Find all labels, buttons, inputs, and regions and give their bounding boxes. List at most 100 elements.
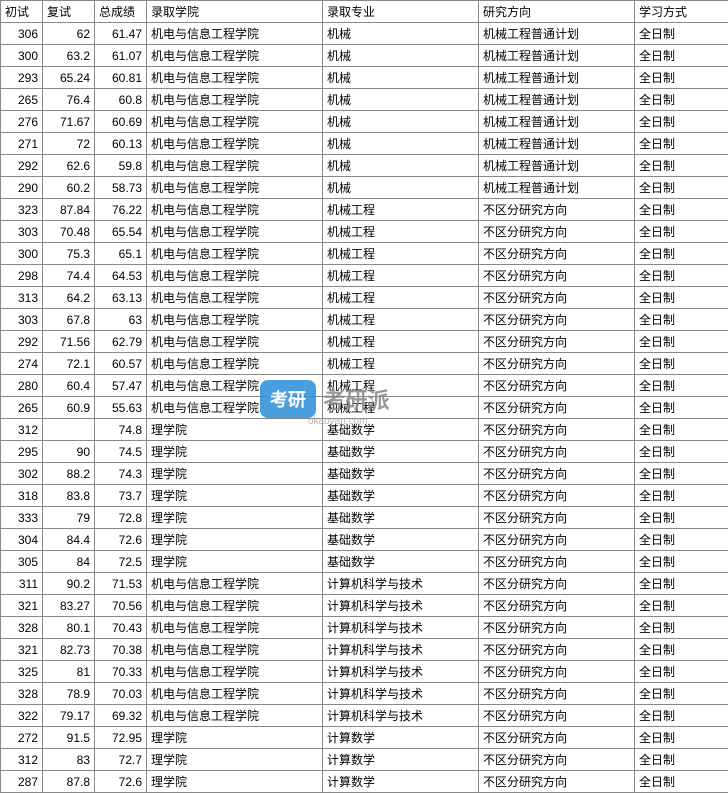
cell-retest: 70.48 (43, 221, 95, 243)
cell-prelim: 292 (1, 331, 43, 353)
cell-mode: 全日制 (635, 463, 728, 485)
cell-major: 机械工程 (323, 397, 479, 419)
header-total: 总成绩 (95, 1, 147, 23)
table-row: 26576.460.8机电与信息工程学院机械机械工程普通计划全日制 (1, 89, 728, 111)
cell-retest: 63.2 (43, 45, 95, 67)
cell-total: 72.95 (95, 727, 147, 749)
cell-major: 机械 (323, 177, 479, 199)
cell-retest: 81 (43, 661, 95, 683)
table-row: 30288.274.3理学院基础数学不区分研究方向全日制 (1, 463, 728, 485)
cell-prelim: 265 (1, 89, 43, 111)
cell-prelim: 295 (1, 441, 43, 463)
cell-major: 机械工程 (323, 221, 479, 243)
cell-prelim: 333 (1, 507, 43, 529)
cell-total: 74.8 (95, 419, 147, 441)
cell-mode: 全日制 (635, 771, 728, 793)
cell-major: 计算机科学与技术 (323, 639, 479, 661)
cell-prelim: 328 (1, 617, 43, 639)
cell-retest: 90.2 (43, 573, 95, 595)
cell-retest: 87.84 (43, 199, 95, 221)
cell-retest: 83.27 (43, 595, 95, 617)
cell-major: 机械 (323, 67, 479, 89)
cell-direction: 不区分研究方向 (479, 265, 635, 287)
table-row: 27671.6760.69机电与信息工程学院机械机械工程普通计划全日制 (1, 111, 728, 133)
header-major: 录取专业 (323, 1, 479, 23)
cell-total: 63 (95, 309, 147, 331)
cell-retest: 60.2 (43, 177, 95, 199)
cell-total: 63.13 (95, 287, 147, 309)
cell-direction: 不区分研究方向 (479, 243, 635, 265)
cell-major: 机械工程 (323, 353, 479, 375)
cell-total: 70.56 (95, 595, 147, 617)
cell-retest: 87.8 (43, 771, 95, 793)
cell-prelim: 306 (1, 23, 43, 45)
cell-retest: 71.67 (43, 111, 95, 133)
cell-retest: 60.9 (43, 397, 95, 419)
table-row: 30075.365.1机电与信息工程学院机械工程不区分研究方向全日制 (1, 243, 728, 265)
cell-retest: 62.6 (43, 155, 95, 177)
cell-prelim: 265 (1, 397, 43, 419)
table-row: 2717260.13机电与信息工程学院机械机械工程普通计划全日制 (1, 133, 728, 155)
cell-major: 机械工程 (323, 375, 479, 397)
cell-mode: 全日制 (635, 507, 728, 529)
table-row: 27291.572.95理学院计算数学不区分研究方向全日制 (1, 727, 728, 749)
cell-mode: 全日制 (635, 243, 728, 265)
cell-retest: 82.73 (43, 639, 95, 661)
cell-school: 理学院 (147, 441, 323, 463)
cell-mode: 全日制 (635, 155, 728, 177)
cell-major: 计算数学 (323, 771, 479, 793)
cell-total: 70.43 (95, 617, 147, 639)
cell-major: 机械工程 (323, 309, 479, 331)
cell-major: 机械 (323, 155, 479, 177)
cell-mode: 全日制 (635, 221, 728, 243)
cell-mode: 全日制 (635, 485, 728, 507)
cell-prelim: 328 (1, 683, 43, 705)
cell-mode: 全日制 (635, 23, 728, 45)
cell-direction: 不区分研究方向 (479, 353, 635, 375)
cell-school: 理学院 (147, 485, 323, 507)
cell-prelim: 304 (1, 529, 43, 551)
cell-mode: 全日制 (635, 309, 728, 331)
cell-school: 机电与信息工程学院 (147, 133, 323, 155)
table-row: 3258170.33机电与信息工程学院计算机科学与技术不区分研究方向全日制 (1, 661, 728, 683)
cell-school: 理学院 (147, 771, 323, 793)
table-row: 29060.258.73机电与信息工程学院机械机械工程普通计划全日制 (1, 177, 728, 199)
cell-prelim: 323 (1, 199, 43, 221)
cell-school: 机电与信息工程学院 (147, 353, 323, 375)
cell-prelim: 280 (1, 375, 43, 397)
table-row: 30367.863机电与信息工程学院机械工程不区分研究方向全日制 (1, 309, 728, 331)
cell-retest: 90 (43, 441, 95, 463)
cell-direction: 机械工程普通计划 (479, 177, 635, 199)
cell-prelim: 325 (1, 661, 43, 683)
cell-mode: 全日制 (635, 661, 728, 683)
cell-major: 机械 (323, 133, 479, 155)
cell-direction: 不区分研究方向 (479, 529, 635, 551)
cell-prelim: 318 (1, 485, 43, 507)
table-row: 3066261.47机电与信息工程学院机械机械工程普通计划全日制 (1, 23, 728, 45)
cell-mode: 全日制 (635, 133, 728, 155)
cell-mode: 全日制 (635, 727, 728, 749)
cell-mode: 全日制 (635, 617, 728, 639)
table-row: 31190.271.53机电与信息工程学院计算机科学与技术不区分研究方向全日制 (1, 573, 728, 595)
table-row: 3128372.7理学院计算数学不区分研究方向全日制 (1, 749, 728, 771)
header-retest: 复试 (43, 1, 95, 23)
cell-mode: 全日制 (635, 67, 728, 89)
cell-direction: 不区分研究方向 (479, 375, 635, 397)
cell-direction: 不区分研究方向 (479, 683, 635, 705)
cell-major: 计算机科学与技术 (323, 705, 479, 727)
table-row: 32387.8476.22机电与信息工程学院机械工程不区分研究方向全日制 (1, 199, 728, 221)
cell-direction: 机械工程普通计划 (479, 23, 635, 45)
table-row: 27472.160.57机电与信息工程学院机械工程不区分研究方向全日制 (1, 353, 728, 375)
cell-total: 76.22 (95, 199, 147, 221)
table-row: 26560.955.63机电与信息工程学院机械工程不区分研究方向全日制 (1, 397, 728, 419)
cell-school: 理学院 (147, 551, 323, 573)
cell-direction: 不区分研究方向 (479, 617, 635, 639)
cell-major: 机械 (323, 111, 479, 133)
cell-total: 61.47 (95, 23, 147, 45)
cell-school: 机电与信息工程学院 (147, 705, 323, 727)
cell-retest: 80.1 (43, 617, 95, 639)
cell-prelim: 321 (1, 595, 43, 617)
cell-school: 机电与信息工程学院 (147, 221, 323, 243)
cell-school: 机电与信息工程学院 (147, 45, 323, 67)
cell-school: 机电与信息工程学院 (147, 573, 323, 595)
